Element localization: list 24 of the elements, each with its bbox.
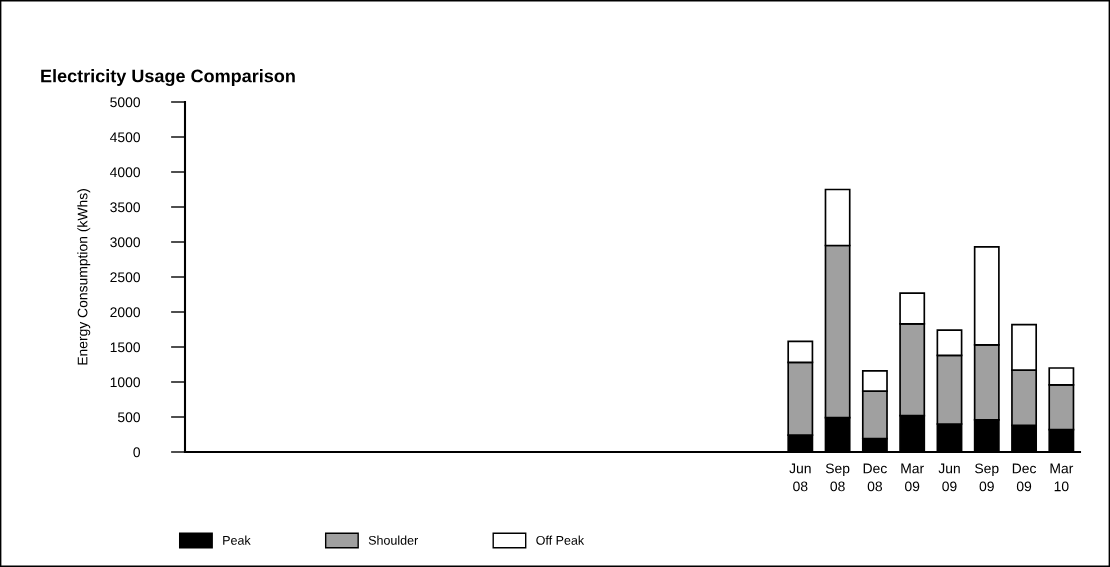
x-tick-label: Jun 09 [938, 463, 960, 492]
y-tick-label: 1000 [110, 377, 141, 388]
x-tick-label: Dec 09 [1012, 463, 1037, 492]
y-tick-label: 0 [133, 447, 141, 458]
x-tick-label: Dec 08 [863, 463, 887, 492]
y-axis-title: Energy Consumption (kWhs) [77, 189, 91, 365]
y-tick-label: 3000 [110, 237, 141, 248]
y-tick-label: 3500 [110, 202, 141, 213]
legend-label: Peak [223, 535, 251, 545]
y-tick-label: 2000 [110, 307, 141, 318]
x-tick-label: Sep 09 [975, 463, 999, 492]
x-tick-label: Jun 08 [789, 463, 811, 492]
x-tick-label: Mar 10 [1050, 463, 1074, 492]
chart-title: Electricity Usage Comparison [41, 69, 295, 86]
y-tick-label: 4000 [109, 167, 141, 178]
y-tick-label: 5000 [110, 97, 141, 108]
legend-label: Off Peak [536, 535, 585, 545]
y-tick-label: 2500 [110, 272, 141, 283]
legend-label: Shoulder [368, 535, 418, 545]
x-tick-label: Mar 09 [901, 463, 924, 492]
x-tick-label: Sep 08 [825, 463, 850, 492]
y-tick-label: 500 [117, 412, 141, 423]
y-tick-label: 4500 [109, 132, 141, 143]
y-tick-label: 1500 [110, 342, 141, 353]
